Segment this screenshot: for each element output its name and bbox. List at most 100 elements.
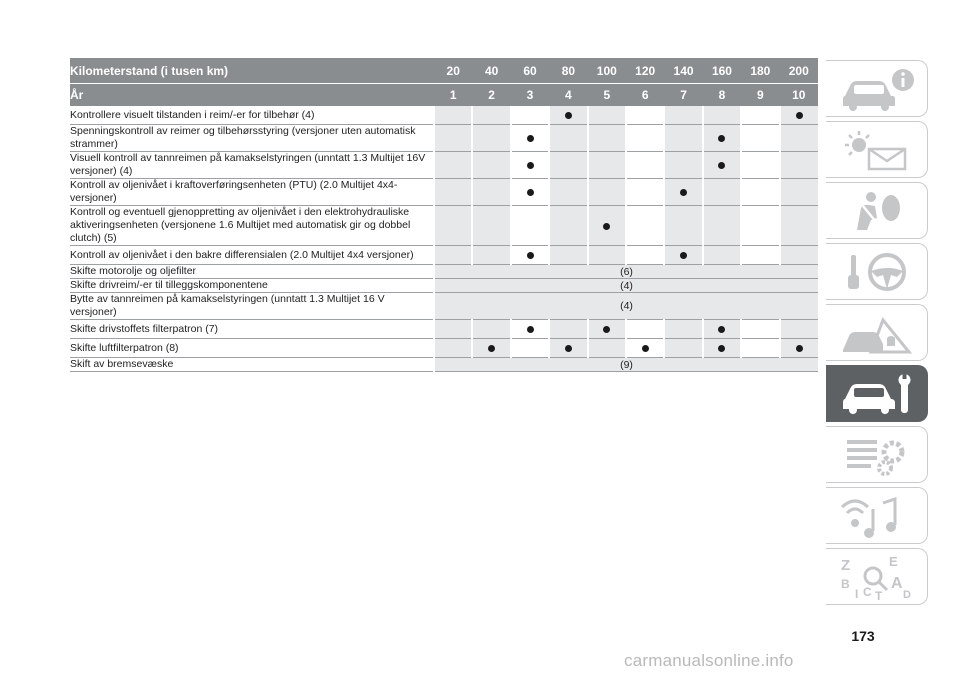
svg-text:A: A bbox=[891, 575, 903, 592]
km-header-cell: 40 bbox=[472, 58, 511, 84]
schedule-cell bbox=[624, 124, 665, 152]
task-label: Kontrollere visuelt tilstanden i reim/-e… bbox=[70, 106, 435, 125]
schedule-cell bbox=[509, 319, 550, 339]
table-row: Skift av bremsevæske (9) bbox=[70, 357, 818, 372]
table-row: Skifte motorolje og oljefilter (6) bbox=[70, 264, 818, 279]
schedule-cell bbox=[471, 178, 511, 206]
schedule-cell bbox=[509, 338, 550, 358]
service-dot bbox=[564, 112, 572, 119]
task-label: Skifte drivreim/-er til tilleggskomponen… bbox=[70, 278, 435, 293]
schedule-cell bbox=[471, 245, 511, 265]
table-row: Skifte drivstoffets filterpatron (7) bbox=[70, 319, 818, 339]
interval-note: (4) bbox=[433, 292, 818, 320]
alphabetical-index-icon: Z E B A I C T D bbox=[841, 554, 911, 600]
table-row: Spenningskontroll av reimer og tilbehørs… bbox=[70, 124, 818, 152]
schedule-cell bbox=[509, 205, 550, 246]
key-steering-wheel-icon bbox=[847, 252, 906, 291]
km-header-cell: 60 bbox=[510, 58, 550, 84]
schedule-cell bbox=[471, 319, 511, 339]
schedule-cell bbox=[740, 319, 780, 339]
chapter-tab-1[interactable] bbox=[826, 60, 928, 117]
chapter-tab-7[interactable] bbox=[826, 426, 928, 483]
service-dot bbox=[718, 326, 726, 333]
schedule-cell bbox=[701, 338, 742, 358]
schedule-cell bbox=[471, 338, 511, 358]
multimedia-music-icon bbox=[840, 496, 896, 538]
schedule-cell bbox=[624, 205, 665, 246]
task-label: Spenningskontroll av reimer og tilbehørs… bbox=[70, 124, 435, 152]
schedule-cell bbox=[548, 245, 588, 265]
schedule-cell bbox=[778, 319, 818, 339]
schedule-cell bbox=[663, 151, 703, 179]
chapter-tab-2[interactable] bbox=[826, 121, 928, 178]
interval-note: (6) bbox=[433, 264, 818, 279]
task-label: Bytte av tannreimen på kamakselstyringen… bbox=[70, 292, 435, 320]
task-label: Kontroll av oljenivået i den bakre diffe… bbox=[70, 245, 435, 265]
task-label: Skifte motorolje og oljefilter bbox=[70, 264, 435, 279]
warning-light-message-icon bbox=[844, 130, 906, 170]
schedule-cell bbox=[509, 151, 550, 179]
schedule-cell bbox=[701, 178, 742, 206]
service-dot bbox=[718, 162, 726, 169]
svg-text:D: D bbox=[903, 589, 911, 600]
table-row: Skifte luftfilterpatron (8) bbox=[70, 338, 818, 358]
schedule-cell bbox=[548, 106, 588, 125]
schedule-cell bbox=[509, 106, 550, 125]
schedule-cell bbox=[740, 106, 780, 125]
schedule-cell bbox=[740, 245, 780, 265]
service-dot bbox=[526, 326, 534, 333]
year-header-cell: 9 bbox=[741, 83, 780, 106]
schedule-cell bbox=[778, 245, 818, 265]
schedule-cell bbox=[663, 124, 703, 152]
svg-text:C: C bbox=[863, 585, 872, 599]
schedule-cell bbox=[471, 151, 511, 179]
schedule-cell bbox=[663, 319, 703, 339]
year-header-row: År 1 2 3 4 5 6 7 8 9 10 bbox=[70, 83, 818, 106]
service-dot bbox=[603, 222, 611, 230]
service-dot bbox=[488, 345, 496, 352]
schedule-cell bbox=[778, 151, 818, 179]
task-label: Visuell kontroll av tannreimen på kamaks… bbox=[70, 151, 435, 179]
schedule-cell bbox=[624, 319, 665, 339]
year-header-cell: 10 bbox=[779, 83, 818, 106]
chapter-tab-6[interactable] bbox=[826, 365, 928, 422]
km-header-row: Kilometerstand (i tusen km) 20 40 60 80 100 1… bbox=[70, 58, 818, 84]
km-header-cell: 20 bbox=[434, 58, 473, 84]
chapter-tab-5[interactable] bbox=[826, 304, 928, 361]
year-header-cell: 4 bbox=[549, 83, 588, 106]
km-header-cell: 160 bbox=[702, 58, 742, 84]
task-label: Skifte luftfilterpatron (8) bbox=[70, 338, 435, 358]
year-header-cell: 6 bbox=[625, 83, 665, 106]
chapter-tab-3[interactable] bbox=[826, 182, 928, 239]
technical-data-gears-icon bbox=[846, 439, 904, 476]
task-label: Skift av bremsevæske bbox=[70, 357, 435, 372]
service-dot bbox=[526, 252, 534, 259]
schedule-cell bbox=[624, 338, 665, 358]
schedule-cell bbox=[778, 178, 818, 206]
interval-note: (4) bbox=[433, 278, 818, 293]
schedule-cell bbox=[433, 124, 473, 152]
schedule-cell bbox=[701, 245, 742, 265]
service-dot bbox=[603, 326, 611, 333]
car-breakdown-warning-triangle-icon bbox=[842, 316, 912, 353]
svg-text:I: I bbox=[855, 587, 858, 600]
km-header-cell: 200 bbox=[779, 58, 818, 84]
km-header-cell: 180 bbox=[741, 58, 780, 84]
year-header-cell: 8 bbox=[702, 83, 742, 106]
chapter-tab-8[interactable] bbox=[826, 487, 928, 544]
schedule-cell bbox=[624, 245, 665, 265]
year-header-cell: 7 bbox=[664, 83, 703, 106]
service-dot bbox=[526, 162, 534, 169]
schedule-cell bbox=[586, 178, 626, 206]
service-dot bbox=[680, 252, 688, 259]
schedule-cell bbox=[701, 205, 742, 246]
schedule-cell bbox=[433, 205, 473, 246]
schedule-cell bbox=[586, 205, 626, 246]
schedule-cell bbox=[471, 205, 511, 246]
schedule-cell bbox=[586, 245, 626, 265]
table-row: Kontroll av oljenivået i den bakre diffe… bbox=[70, 245, 818, 265]
service-dot bbox=[564, 345, 572, 352]
chapter-tab-4[interactable] bbox=[826, 243, 928, 300]
task-label: Kontroll av oljenivået i kraftoverføring… bbox=[70, 178, 435, 206]
